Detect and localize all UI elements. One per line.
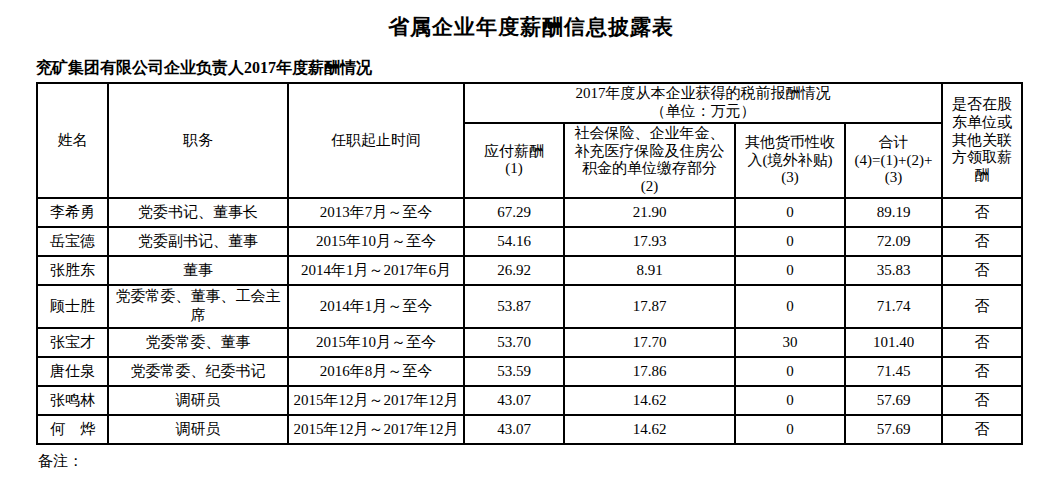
cell-related-pay: 否 — [942, 285, 1022, 328]
table-row: 李希勇 党委书记、董事长 2013年7月～至今 67.29 21.90 0 89… — [37, 198, 1022, 227]
col-header-other-income: 其他货币性收入(境外补贴) (3) — [735, 123, 845, 198]
cell-name: 张鸣林 — [37, 386, 108, 415]
cell-payable: 53.70 — [464, 328, 564, 357]
cell-name: 唐仕泉 — [37, 357, 108, 386]
page-subtitle: 兖矿集团有限公司企业负责人2017年度薪酬情况 — [36, 58, 1062, 79]
cell-position: 党委书记、董事长 — [108, 198, 288, 227]
cell-total: 72.09 — [845, 227, 942, 256]
cell-tenure: 2015年10月～至今 — [288, 328, 464, 357]
header-row-top: 姓名 职务 任职起止时间 2017年度从本企业获得的税前报酬情况 （单位：万元）… — [37, 83, 1022, 123]
cell-total: 89.19 — [845, 198, 942, 227]
table-row: 张宝才 党委常委、董事 2015年10月～至今 53.70 17.70 30 1… — [37, 328, 1022, 357]
cell-tenure: 2015年12月～2017年12月 — [288, 386, 464, 415]
cell-position: 党委常委、董事 — [108, 328, 288, 357]
cell-name: 李希勇 — [37, 198, 108, 227]
col-header-related-pay: 是否在股东单位或其他关联方领取薪酬 — [942, 83, 1022, 198]
cell-other-income: 0 — [735, 285, 845, 328]
cell-name: 张宝才 — [37, 328, 108, 357]
cell-other-income: 30 — [735, 328, 845, 357]
cell-tenure: 2013年7月～至今 — [288, 198, 464, 227]
cell-total: 57.69 — [845, 386, 942, 415]
cell-payable: 43.07 — [464, 386, 564, 415]
cell-tenure: 2014年1月～至今 — [288, 285, 464, 328]
cell-related-pay: 否 — [942, 415, 1022, 444]
cell-insurance: 17.93 — [564, 227, 735, 256]
cell-other-income: 0 — [735, 198, 845, 227]
cell-related-pay: 否 — [942, 227, 1022, 256]
cell-position: 调研员 — [108, 386, 288, 415]
cell-total: 35.83 — [845, 256, 942, 285]
cell-other-income: 0 — [735, 357, 845, 386]
cell-name: 何 烨 — [37, 415, 108, 444]
cell-payable: 53.87 — [464, 285, 564, 328]
cell-insurance: 8.91 — [564, 256, 735, 285]
cell-tenure: 2014年1月～2017年6月 — [288, 256, 464, 285]
cell-position: 党委常委、董事、工会主席 — [108, 285, 288, 328]
cell-total: 57.69 — [845, 415, 942, 444]
cell-tenure: 2016年8月～至今 — [288, 357, 464, 386]
page-title: 省属企业年度薪酬信息披露表 — [0, 13, 1062, 41]
col-header-position: 职务 — [108, 83, 288, 198]
table-row: 顾士胜 党委常委、董事、工会主席 2014年1月～至今 53.87 17.87 … — [37, 285, 1022, 328]
cell-payable: 67.29 — [464, 198, 564, 227]
cell-payable: 43.07 — [464, 415, 564, 444]
col-header-payable: 应付薪酬 (1) — [464, 123, 564, 198]
cell-position: 党委副书记、董事 — [108, 227, 288, 256]
cell-total: 71.74 — [845, 285, 942, 328]
table-row: 唐仕泉 党委常委、纪委书记 2016年8月～至今 53.59 17.86 0 7… — [37, 357, 1022, 386]
cell-other-income: 0 — [735, 386, 845, 415]
cell-related-pay: 否 — [942, 328, 1022, 357]
col-header-compensation-group: 2017年度从本企业获得的税前报酬情况 （单位：万元） — [464, 83, 942, 123]
cell-related-pay: 否 — [942, 386, 1022, 415]
document-page: 省属企业年度薪酬信息披露表 兖矿集团有限公司企业负责人2017年度薪酬情况 姓名… — [0, 13, 1062, 490]
cell-related-pay: 否 — [942, 357, 1022, 386]
cell-payable: 54.16 — [464, 227, 564, 256]
cell-other-income: 0 — [735, 415, 845, 444]
cell-insurance: 14.62 — [564, 415, 735, 444]
table-row: 张胜东 董事 2014年1月～2017年6月 26.92 8.91 0 35.8… — [37, 256, 1022, 285]
col-header-name: 姓名 — [37, 83, 108, 198]
table-row: 张鸣林 调研员 2015年12月～2017年12月 43.07 14.62 0 … — [37, 386, 1022, 415]
table-row: 何 烨 调研员 2015年12月～2017年12月 43.07 14.62 0 … — [37, 415, 1022, 444]
cell-position: 党委常委、纪委书记 — [108, 357, 288, 386]
cell-insurance: 17.87 — [564, 285, 735, 328]
table-row: 岳宝德 党委副书记、董事 2015年10月～至今 54.16 17.93 0 7… — [37, 227, 1022, 256]
cell-position: 董事 — [108, 256, 288, 285]
cell-other-income: 0 — [735, 256, 845, 285]
cell-insurance: 21.90 — [564, 198, 735, 227]
cell-name: 岳宝德 — [37, 227, 108, 256]
cell-tenure: 2015年10月～至今 — [288, 227, 464, 256]
cell-position: 调研员 — [108, 415, 288, 444]
cell-total: 101.40 — [845, 328, 942, 357]
cell-related-pay: 否 — [942, 198, 1022, 227]
cell-payable: 26.92 — [464, 256, 564, 285]
cell-tenure: 2015年12月～2017年12月 — [288, 415, 464, 444]
remark-label: 备注： — [38, 452, 1062, 471]
cell-insurance: 14.62 — [564, 386, 735, 415]
cell-name: 张胜东 — [37, 256, 108, 285]
cell-insurance: 17.86 — [564, 357, 735, 386]
cell-name: 顾士胜 — [37, 285, 108, 328]
salary-table: 姓名 职务 任职起止时间 2017年度从本企业获得的税前报酬情况 （单位：万元）… — [36, 82, 1023, 445]
col-header-insurance: 社会保险、企业年金、补充医疗保险及住房公积金的单位缴存部分 (2) — [564, 123, 735, 198]
cell-related-pay: 否 — [942, 256, 1022, 285]
cell-total: 71.45 — [845, 357, 942, 386]
cell-other-income: 0 — [735, 227, 845, 256]
col-header-tenure: 任职起止时间 — [288, 83, 464, 198]
cell-payable: 53.59 — [464, 357, 564, 386]
cell-insurance: 17.70 — [564, 328, 735, 357]
col-header-total: 合计 (4)=(1)+(2)+(3) — [845, 123, 942, 198]
